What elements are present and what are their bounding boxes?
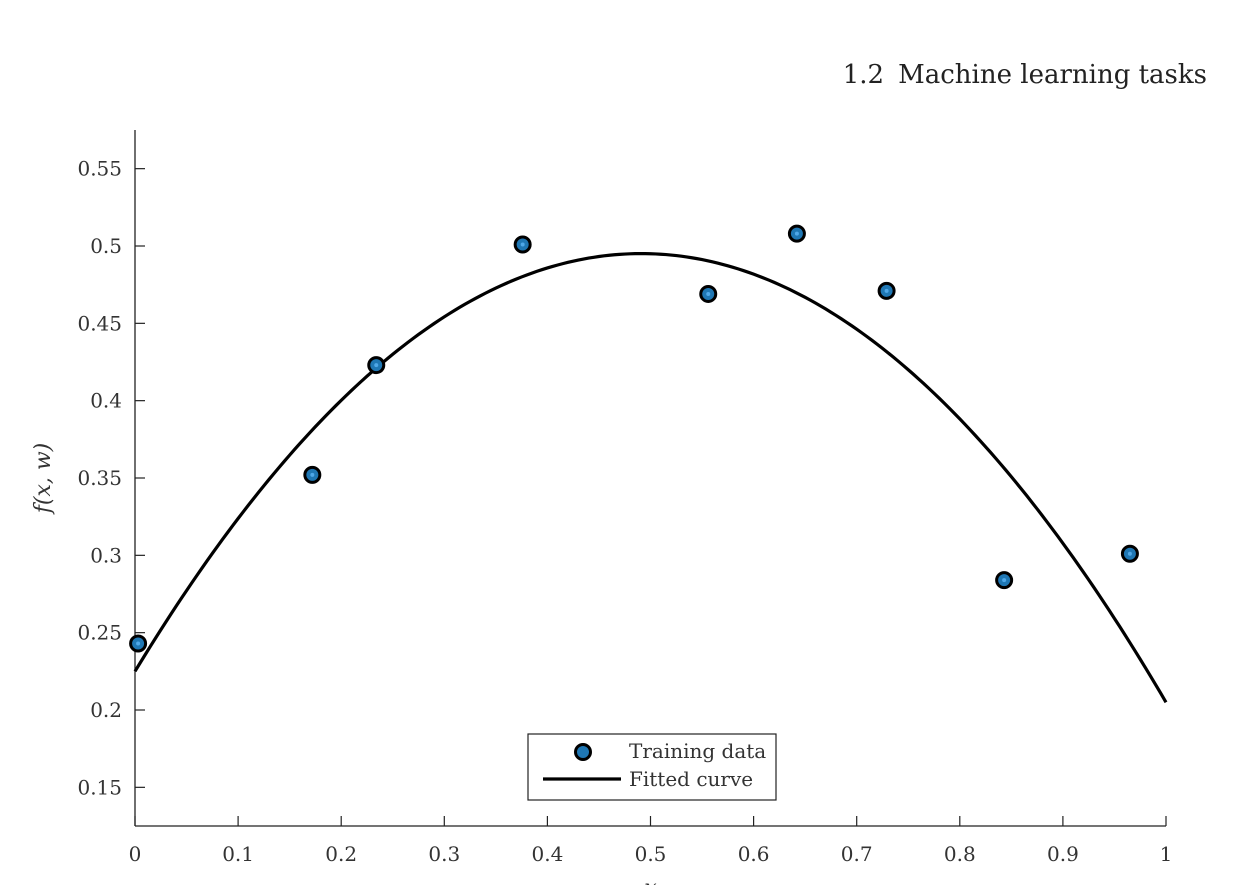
data-point bbox=[367, 356, 386, 375]
x-tick-label: 0.5 bbox=[635, 842, 667, 866]
x-tick-label: 0.8 bbox=[944, 842, 976, 866]
y-tick-label: 0.15 bbox=[77, 775, 122, 799]
data-point-center bbox=[520, 242, 525, 247]
data-point bbox=[513, 235, 532, 254]
x-tick-label: 0.4 bbox=[531, 842, 563, 866]
running-header: 1.2 Machine learning tasks bbox=[843, 60, 1207, 90]
data-point bbox=[877, 281, 896, 300]
legend: Training data Fitted curve bbox=[527, 733, 777, 801]
x-tick-label: 0.6 bbox=[738, 842, 770, 866]
data-point-center bbox=[794, 231, 799, 236]
legend-box bbox=[527, 733, 777, 801]
y-ticks: 0.15 0.2 0.25 0.3 0.35 0.4 0.45 0.5 0.55 bbox=[77, 157, 145, 799]
data-point bbox=[699, 284, 718, 303]
y-tick-label: 0.25 bbox=[77, 621, 122, 645]
training-data-points bbox=[129, 224, 1139, 653]
x-tick-label: 0.1 bbox=[222, 842, 254, 866]
data-point-center bbox=[706, 291, 711, 296]
y-tick-label: 0.3 bbox=[90, 543, 122, 567]
data-point-center bbox=[310, 472, 315, 477]
y-tick-label: 0.4 bbox=[90, 389, 122, 413]
y-axis-label: f(x, w) bbox=[31, 443, 56, 516]
data-point-center bbox=[884, 288, 889, 293]
data-point bbox=[995, 571, 1014, 590]
y-tick-label: 0.5 bbox=[90, 234, 122, 258]
section-title: Machine learning tasks bbox=[898, 60, 1207, 90]
legend-training-label: Training data bbox=[629, 739, 766, 763]
data-point-center bbox=[374, 363, 379, 368]
x-axis-label: x bbox=[644, 876, 657, 885]
y-tick-label: 0.2 bbox=[90, 698, 122, 722]
legend-curve-label: Fitted curve bbox=[629, 767, 753, 791]
x-tick-label: 0 bbox=[129, 842, 142, 866]
x-tick-label: 0.3 bbox=[428, 842, 460, 866]
x-tick-label: 1 bbox=[1160, 842, 1173, 866]
x-tick-label: 0.7 bbox=[841, 842, 873, 866]
section-number: 1.2 bbox=[842, 60, 885, 90]
data-point bbox=[129, 634, 148, 653]
fitted-curve-line bbox=[133, 251, 1168, 704]
x-tick-label: 0.2 bbox=[325, 842, 357, 866]
y-tick-label: 0.35 bbox=[77, 466, 122, 490]
data-point bbox=[787, 224, 806, 243]
data-point bbox=[1120, 544, 1139, 563]
data-point-center bbox=[136, 641, 141, 646]
y-tick-label: 0.45 bbox=[77, 311, 122, 335]
data-point bbox=[303, 465, 322, 484]
y-tick-label: 0.55 bbox=[77, 157, 122, 181]
x-tick-label: 0.9 bbox=[1047, 842, 1079, 866]
data-point-center bbox=[1002, 578, 1007, 583]
x-ticks: 0 0.1 0.2 0.3 0.4 0.5 0.6 0.7 0.8 0.9 1 bbox=[129, 816, 1173, 866]
data-point-center bbox=[1127, 551, 1132, 556]
legend-training-marker bbox=[574, 743, 592, 761]
